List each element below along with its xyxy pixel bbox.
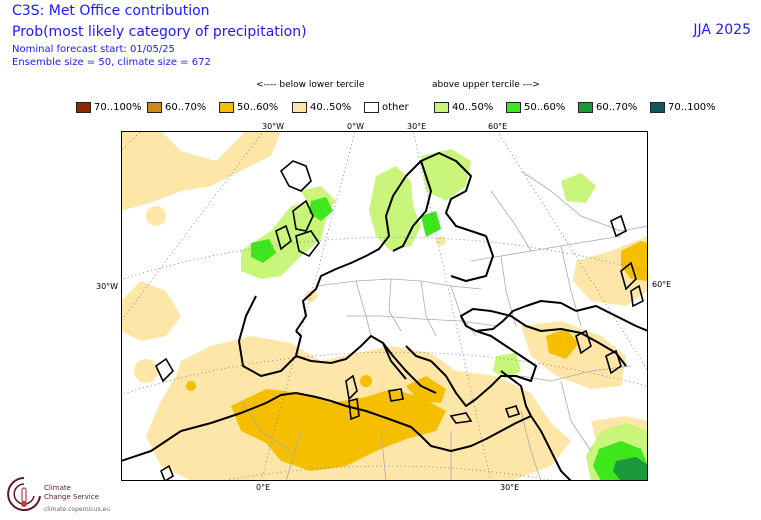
c3s-logo-icon	[7, 477, 41, 511]
logo-url: climate.copernicus.eu	[44, 506, 111, 513]
graticule-label: 60°E	[488, 122, 508, 131]
legend-label: 60..70%	[165, 101, 207, 113]
legend-label: other	[382, 101, 409, 113]
legend-item: 60..70%	[147, 99, 206, 115]
graticule-label: 0°W	[347, 122, 364, 131]
legend-label: 50..60%	[524, 101, 566, 113]
logo-line2: Change Service	[44, 493, 99, 501]
legend-item: 50..60%	[506, 99, 565, 115]
legend-swatch	[76, 101, 91, 113]
graticule-lines	[121, 131, 648, 481]
shading-above-60-70	[613, 457, 648, 481]
legend-item: 40..50%	[292, 99, 351, 115]
country-borders	[240, 170, 648, 481]
copernicus-logo: Climate Change Service climate.copernicu…	[4, 472, 124, 518]
legend-label: 40..50%	[452, 101, 494, 113]
legend-swatch	[147, 101, 162, 113]
season-label: JJA 2025	[693, 22, 751, 38]
graticule-label: 30°W	[96, 282, 119, 291]
legend-item: 50..60%	[219, 99, 278, 115]
legend-swatch	[650, 101, 665, 113]
ensemble-size-text: Ensemble size = 50, climate size = 672	[12, 57, 211, 68]
legend-item: 70..100%	[76, 99, 142, 115]
above-tercile-label: above upper tercile --->	[432, 80, 540, 90]
legend-label: 60..70%	[596, 101, 638, 113]
logo-line1: Climate	[44, 484, 71, 492]
legend-item: other	[364, 99, 409, 115]
coastlines	[121, 152, 648, 481]
graticule-label: 0°E	[256, 483, 271, 492]
chart-subtitle: Prob(most likely category of precipitati…	[12, 24, 307, 40]
legend-swatch	[506, 101, 521, 113]
legend-item: 60..70%	[578, 99, 637, 115]
legend-label: 70..100%	[94, 101, 142, 113]
shading-below-50-60	[186, 241, 648, 471]
graticule-label: 30°E	[407, 122, 427, 131]
legend-swatch	[434, 101, 449, 113]
legend-swatch	[219, 101, 234, 113]
map-frame	[121, 131, 648, 481]
graticule-label: 30°E	[500, 483, 520, 492]
graticule-label: 30°W	[262, 122, 285, 131]
legend-item: 70..100%	[650, 99, 716, 115]
forecast-map	[121, 131, 648, 481]
graticule-label: 60°E	[652, 280, 672, 289]
legend-item: 40..50%	[434, 99, 493, 115]
legend-label: 40..50%	[310, 101, 352, 113]
below-tercile-label: <---- below lower tercile	[256, 80, 365, 90]
legend-swatch	[364, 101, 379, 113]
islands	[154, 160, 644, 481]
legend-label: 70..100%	[668, 101, 716, 113]
chart-title: C3S: Met Office contribution	[12, 3, 210, 19]
legend-swatch	[578, 101, 593, 113]
legend: 70..100% 60..70% 50..60% 40..50% other 4…	[76, 99, 736, 115]
forecast-start-text: Nominal forecast start: 01/05/25	[12, 44, 175, 55]
legend-label: 50..60%	[237, 101, 279, 113]
legend-swatch	[292, 101, 307, 113]
